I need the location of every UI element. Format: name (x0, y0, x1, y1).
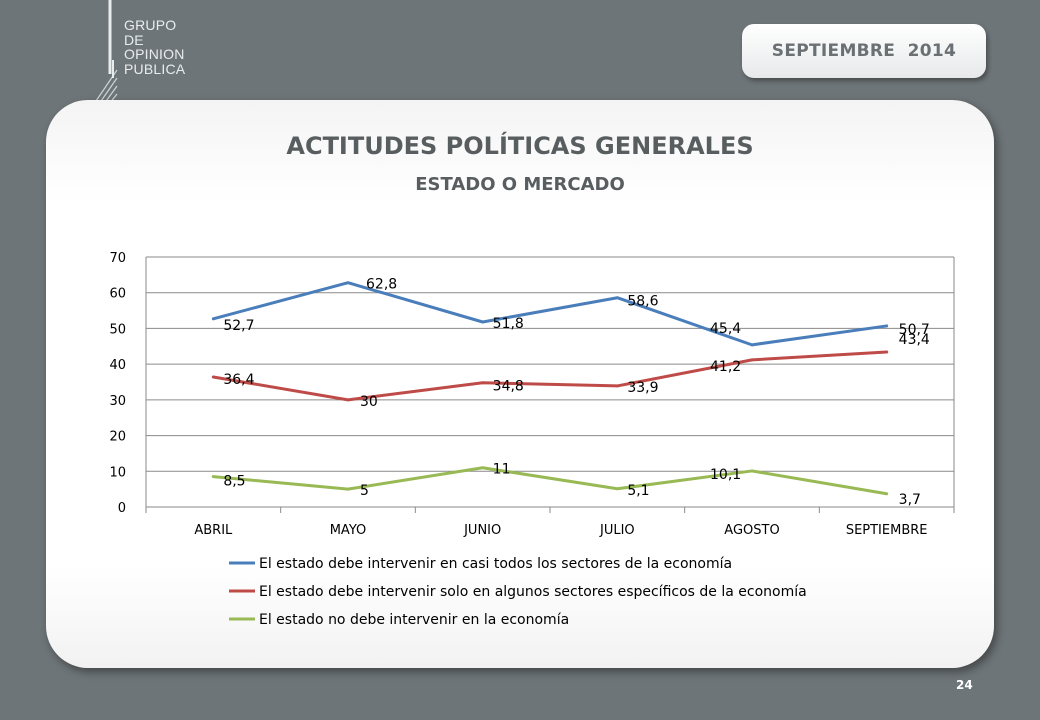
y-tick-label-6: 60 (109, 287, 126, 302)
data-label-s1-4: 41,2 (710, 359, 741, 375)
y-tick-label-5: 50 (109, 322, 126, 337)
date-badge: SEPTIEMBRE 2014 (742, 24, 986, 78)
series-0-point-3 (615, 296, 619, 300)
data-label-s2-1: 5 (360, 483, 369, 499)
legend-label-1: El estado debe intervenir solo en alguno… (259, 584, 807, 600)
chart-title: ACTITUDES POLÍTICAS GENERALES (286, 132, 754, 160)
logo-mark-icon (93, 0, 118, 105)
series-line-2 (211, 466, 889, 496)
series-0-point-5 (885, 324, 889, 328)
y-tick-label-4: 40 (109, 358, 126, 373)
series-0-point-2 (481, 320, 485, 324)
x-tick-label-3: JULIO (599, 523, 635, 538)
series-line-1 (211, 350, 889, 402)
chart-subtitle: ESTADO O MERCADO (415, 174, 625, 195)
logo-line-1: GRUPO (124, 17, 177, 33)
data-label-s0-4: 45,4 (710, 321, 741, 337)
data-label-s1-2: 34,8 (493, 379, 524, 395)
y-tick-label-3: 30 (109, 394, 126, 409)
series-2-point-5 (885, 492, 889, 496)
y-tick-label-0: 0 (118, 501, 126, 516)
logo-line-2: DE (124, 31, 144, 48)
date-badge-text: SEPTIEMBRE 2014 (771, 41, 957, 61)
series-0-point-4 (750, 343, 754, 347)
y-tick-label-1: 10 (109, 465, 126, 480)
logo-text: GRUPO DE OPINION PUBLICA (124, 18, 185, 76)
x-tick-label-1: MAYO (330, 523, 367, 538)
data-label-s2-0: 8,5 (223, 474, 245, 490)
series-1-point-1 (346, 398, 350, 402)
y-tick-label-7: 70 (109, 251, 126, 266)
series-2-point-3 (615, 487, 619, 491)
data-label-s2-2: 11 (493, 462, 511, 478)
data-label-s0-1: 62,8 (366, 277, 397, 293)
logo-line-3: OPINION (124, 46, 185, 62)
data-label-s1-1: 30 (360, 394, 378, 410)
data-label-s1-5: 43,4 (899, 332, 930, 348)
series-0-point-0 (211, 317, 215, 321)
data-label-s0-5: 50,7 (899, 322, 930, 338)
data-label-s0-2: 51,8 (493, 316, 524, 332)
series-1-point-5 (885, 350, 889, 354)
series-2-point-2 (481, 466, 485, 470)
series-2-point-4 (750, 469, 754, 473)
page-number: 24 (956, 678, 973, 692)
x-tick-label-0: ABRIL (194, 523, 233, 538)
x-tick-label-2: JUNIO (463, 523, 501, 538)
series-2-point-1 (346, 487, 350, 491)
data-label-s1-0: 36,4 (223, 372, 254, 388)
series-1-point-0 (211, 375, 215, 379)
data-label-s1-3: 33,9 (627, 380, 658, 396)
logo-line-4: PUBLICA (124, 60, 186, 77)
series-line-0 (211, 281, 889, 347)
series-1-point-3 (615, 384, 619, 388)
x-tick-label-4: AGOSTO (724, 523, 779, 538)
legend-label-0: El estado debe intervenir en casi todos … (259, 556, 732, 572)
legend-label-2: El estado no debe intervenir en la econo… (259, 612, 569, 628)
series-2-point-0 (211, 475, 215, 479)
series-1-point-2 (481, 381, 485, 385)
x-tick-label-5: SEPTIEMBRE (846, 523, 928, 538)
y-tick-label-2: 20 (109, 430, 126, 445)
data-label-s2-5: 3,7 (899, 492, 921, 508)
data-label-s0-3: 58,6 (627, 294, 658, 310)
data-label-s2-3: 5,1 (627, 483, 649, 499)
series-0-point-1 (346, 281, 350, 285)
series-1-point-4 (750, 358, 754, 362)
data-label-s2-4: 10,1 (710, 467, 741, 483)
data-label-s0-0: 52,7 (223, 318, 254, 334)
